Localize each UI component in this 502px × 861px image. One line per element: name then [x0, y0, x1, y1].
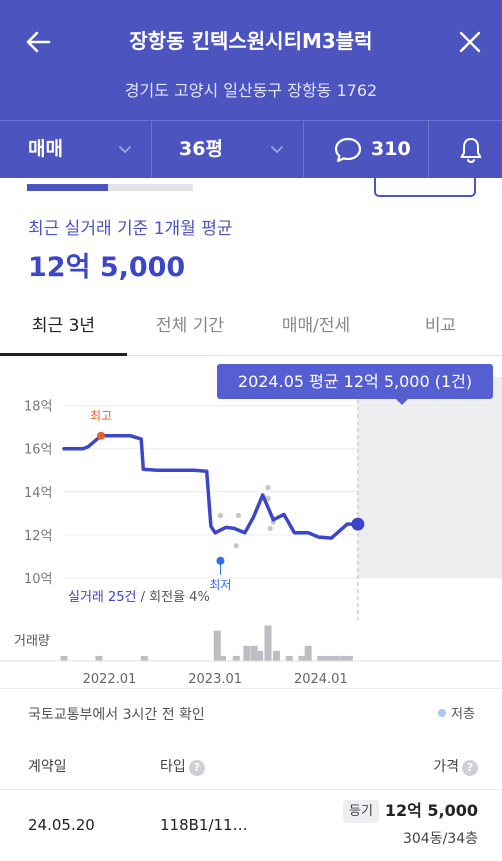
legend-floor-label: 저층 [451, 707, 475, 722]
volume-bar [213, 630, 221, 661]
volume-bar [272, 650, 280, 661]
y-tick-label: 16억 [24, 443, 53, 458]
volume-bar [95, 655, 103, 661]
area-dropdown[interactable]: 36평 [152, 121, 303, 178]
x-tick-label: 2022.01 [83, 672, 137, 687]
volume-bar [250, 645, 258, 661]
tab-all-period[interactable]: 전체 기간 [156, 316, 224, 336]
help-icon[interactable]: ? [462, 760, 478, 776]
row-type: 118B1/11… [160, 816, 248, 834]
volume-bar [333, 655, 341, 661]
tab-recent-3-years[interactable]: 최근 3년 [0, 298, 127, 356]
volume-bar [140, 655, 148, 661]
tab-compare[interactable]: 비교 [424, 316, 457, 336]
registered-badge: 등기 [343, 800, 379, 823]
volume-bar [327, 655, 335, 661]
bell-icon[interactable] [455, 134, 487, 166]
filter-bar: 매매 36평 310 [0, 120, 502, 178]
future-zone [357, 377, 502, 578]
current-point[interactable] [351, 517, 365, 531]
chart-tooltip: 2024.05 평균 12억 5,000 (1건) [217, 364, 493, 399]
volume-bar [60, 655, 68, 661]
y-tick-label: 14억 [24, 486, 53, 501]
filter-divider [428, 121, 429, 178]
trade-point [267, 525, 273, 532]
average-price: 12억 5,000 [28, 252, 186, 283]
trade-type-dropdown[interactable]: 매매 [0, 121, 151, 178]
min-marker [216, 556, 225, 565]
trade-point [233, 543, 239, 549]
progress-bar-fill [27, 184, 109, 191]
source-note: 국토교통부에서 3시간 전 확인 [28, 707, 205, 723]
legend-floor: 저층 [438, 704, 475, 726]
column-header-price-label: 가격 [433, 759, 459, 775]
speech-bubble-icon [334, 137, 362, 163]
volume-bar [345, 655, 353, 661]
trade-type-label: 매매 [28, 138, 63, 160]
y-tick-label: 18억 [24, 400, 53, 415]
back-arrow-icon[interactable] [20, 24, 56, 60]
turnover-rate: / 회전율 4% [136, 590, 210, 605]
divider [0, 789, 502, 790]
volume-bar [298, 655, 306, 661]
x-tick-label: 2024.01 [294, 672, 348, 687]
row-price: 12억 5,000 [384, 801, 478, 820]
min-label: 최저 [209, 578, 231, 592]
chevron-down-icon [119, 146, 131, 153]
app-header: 장항동 킨텍스원시티M3블럭 경기도 고양시 일산동구 장항동 1762 매매 … [0, 0, 502, 178]
trade-point [235, 512, 242, 519]
page-title: 장항동 킨텍스원시티M3블럭 [129, 29, 373, 53]
column-header-date: 계약일 [28, 759, 67, 775]
close-icon[interactable] [452, 24, 488, 60]
max-marker [96, 431, 105, 440]
legend-dot-icon [438, 709, 446, 717]
y-tick-label: 12억 [24, 529, 53, 544]
y-tick-label: 10억 [24, 572, 53, 587]
price-line [62, 434, 360, 540]
trade-point [265, 495, 271, 501]
volume-bar [317, 655, 325, 661]
max-label: 최고 [90, 409, 112, 423]
row-unit: 304동/34층 [402, 831, 478, 847]
divider [0, 688, 502, 689]
row-date: 24.05.20 [28, 816, 95, 834]
trade-point [217, 512, 224, 519]
column-header-price[interactable]: 가격? [433, 756, 478, 778]
column-header-type[interactable]: 타입? [160, 756, 205, 778]
average-label: 최근 실거래 기준 1개월 평균 [28, 219, 233, 239]
chevron-down-icon [271, 146, 283, 153]
area-label: 36평 [179, 138, 223, 160]
help-icon[interactable]: ? [188, 760, 205, 776]
comments-button[interactable]: 310 [304, 121, 428, 178]
address-text: 경기도 고양시 일산동구 장항동 1762 [124, 81, 378, 100]
trade-count: 실거래 25건 [68, 590, 137, 605]
trade-stats: 실거래 25건 / 회전율 4% [68, 588, 210, 608]
comment-count: 310 [371, 138, 411, 160]
volume-label: 거래량 [14, 634, 50, 649]
volume-bar [232, 655, 240, 661]
volume-bar [219, 655, 227, 661]
volume-bar [256, 650, 264, 661]
filter-divider [303, 121, 304, 178]
scroll-edge-button[interactable] [374, 178, 476, 197]
volume-bar [322, 655, 330, 661]
trade-point [265, 484, 271, 491]
volume-bar [243, 645, 251, 661]
x-tick-label: 2023.01 [188, 672, 242, 687]
filter-divider [151, 121, 152, 178]
volume-bar [340, 655, 348, 661]
volume-bar [285, 655, 293, 661]
volume-bar [264, 625, 272, 661]
progress-bar [27, 184, 193, 191]
chart-tooltip-arrow [395, 398, 409, 405]
volume-bar [304, 645, 312, 661]
period-tabs: 최근 3년 전체 기간 매매/전세 비교 [0, 298, 502, 356]
column-header-type-label: 타입 [160, 759, 186, 775]
tab-sale-lease[interactable]: 매매/전세 [281, 316, 351, 336]
